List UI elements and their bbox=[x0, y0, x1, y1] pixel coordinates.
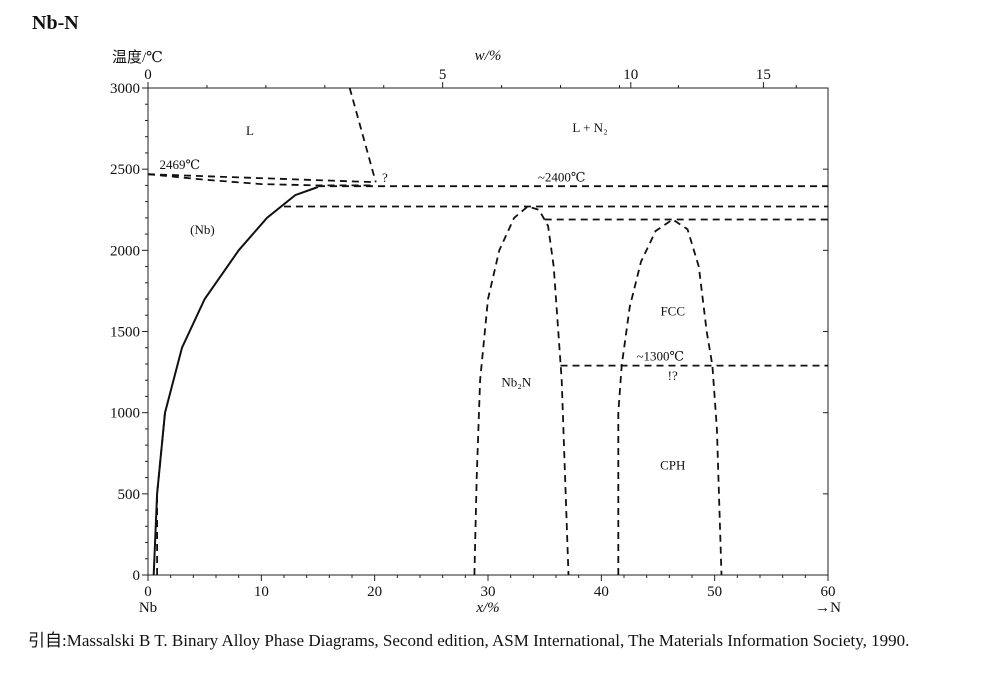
x-tick-label: 60 bbox=[821, 584, 836, 600]
region-label: ? bbox=[382, 170, 388, 185]
phase-line-FCC-dome bbox=[617, 218, 723, 576]
x-right-end-label: →N bbox=[815, 600, 841, 616]
x-tick-label: 0 bbox=[144, 584, 152, 600]
phase-line-solvus-Nb bbox=[152, 186, 319, 576]
top-tick-label: 5 bbox=[439, 67, 447, 83]
plot-frame bbox=[147, 87, 829, 576]
top-tick-label: 10 bbox=[623, 67, 638, 83]
region-label: ~1300℃ bbox=[636, 349, 684, 364]
phase-line-Nb2N-dome bbox=[473, 205, 570, 576]
y-tick-label: 2000 bbox=[110, 243, 140, 259]
x-tick-label: 50 bbox=[707, 584, 722, 600]
x-left-end-label: Nb bbox=[139, 600, 157, 616]
phase-line-liquidus-lower bbox=[147, 173, 375, 187]
y-tick-label: 1000 bbox=[110, 406, 140, 422]
region-label: ~2400℃ bbox=[538, 169, 586, 184]
y-axis-label: 温度/℃ bbox=[112, 49, 163, 66]
phase-line-liquidus-upper bbox=[348, 87, 377, 183]
y-tick-label: 2500 bbox=[110, 162, 140, 178]
top-tick-label: 0 bbox=[144, 67, 152, 83]
citation: 引自:Massalski B T. Binary Alloy Phase Dia… bbox=[28, 631, 910, 650]
phase-curves bbox=[147, 87, 828, 576]
phase-line-solvus-Nb-lower bbox=[156, 412, 166, 575]
region-label: FCC bbox=[660, 303, 685, 318]
x-tick-label: 10 bbox=[254, 584, 269, 600]
region-label: L + N₂ bbox=[572, 120, 607, 135]
x-axis-label: x/% bbox=[475, 600, 499, 616]
region-label: !? bbox=[668, 368, 678, 383]
top-tick-label: 15 bbox=[756, 67, 771, 83]
y-tick-label: 1500 bbox=[110, 325, 140, 341]
region-label: L bbox=[246, 123, 254, 138]
region-label: 2469℃ bbox=[159, 157, 200, 172]
y-tick-label: 3000 bbox=[110, 81, 140, 97]
x-tick-label: 30 bbox=[481, 584, 496, 600]
y-tick-label: 0 bbox=[133, 568, 141, 584]
region-label: CPH bbox=[660, 457, 685, 472]
chart-title: Nb-N bbox=[32, 12, 79, 34]
region-label: (Nb) bbox=[190, 222, 215, 237]
x-tick-label: 20 bbox=[367, 584, 382, 600]
y-tick-label: 500 bbox=[118, 487, 141, 503]
x-tick-label: 40 bbox=[594, 584, 609, 600]
top-axis-label: w/% bbox=[475, 48, 502, 64]
phase-line-liquidus-from-melting-point bbox=[147, 173, 376, 184]
region-labels: L L + N₂ 2469℃? ~2400℃ (Nb) FCC ~1300℃!? Nb₂N CP… bbox=[159, 120, 685, 473]
region-label: Nb₂N bbox=[501, 375, 531, 390]
